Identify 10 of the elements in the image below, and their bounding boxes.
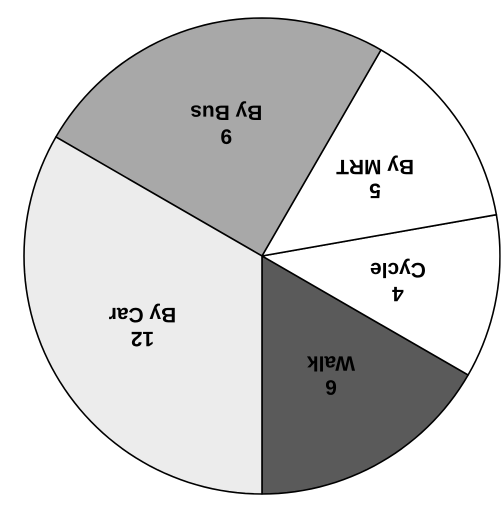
data-label: 6 [326, 380, 336, 395]
slice-label: By Car [109, 304, 175, 323]
slice-label: By Bus [191, 101, 262, 120]
slice-label: Walk [307, 356, 356, 372]
data-label: 4 [392, 286, 404, 302]
slice-label: By MRT [336, 155, 413, 174]
slice-label: Cycle [370, 258, 426, 278]
data-label: 5 [370, 184, 380, 198]
data-label: 12 [132, 332, 153, 346]
data-label: 9 [221, 129, 232, 144]
